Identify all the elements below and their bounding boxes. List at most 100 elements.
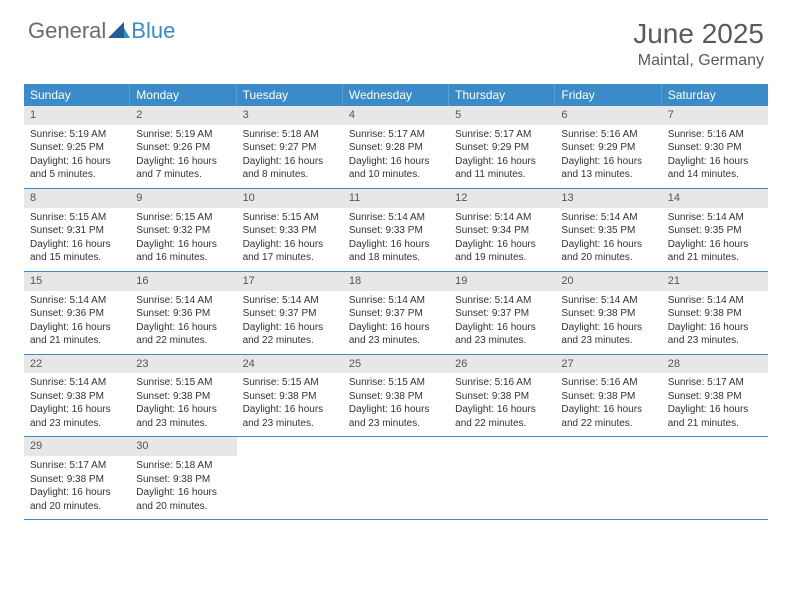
daylight-text: Daylight: 16 hours and 23 minutes. (455, 321, 549, 348)
day-cell: 1Sunrise: 5:19 AMSunset: 9:25 PMDaylight… (24, 106, 130, 188)
day-cell: 3Sunrise: 5:18 AMSunset: 9:27 PMDaylight… (237, 106, 343, 188)
day-cell: 5 Sunrise: 5:17 AMSunset: 9:29 PMDaylight… (449, 106, 555, 188)
day-number: 23 (130, 355, 236, 374)
daylight-text: Daylight: 16 hours and 22 minutes. (243, 321, 337, 348)
day-cell: 15Sunrise: 5:14 AMSunset: 9:36 PMDayligh… (24, 272, 130, 354)
day-number: 29 (24, 437, 130, 456)
daylight-text: Daylight: 16 hours and 7 minutes. (136, 155, 230, 182)
day-cell (237, 437, 343, 519)
daylight-text: Daylight: 16 hours and 17 minutes. (243, 238, 337, 265)
sunrise-text: Sunrise: 5:19 AM (136, 128, 230, 142)
sunset-text: Sunset: 9:38 PM (349, 390, 443, 404)
day-number: 18 (343, 272, 449, 291)
day-body: Sunrise: 5:17 AMSunset: 9:38 PMDaylight:… (24, 459, 130, 513)
day-number: 20 (555, 272, 661, 291)
sunrise-text: Sunrise: 5:14 AM (668, 294, 762, 308)
day-number: 9 (130, 189, 236, 208)
sunrise-text: Sunrise: 5:16 AM (561, 376, 655, 390)
day-cell: 19 Sunrise: 5:14 AMSunset: 9:37 PMDayligh… (449, 272, 555, 354)
logo-sail-icon (108, 18, 130, 36)
sunset-text: Sunset: 9:38 PM (136, 473, 230, 487)
header: General Blue June 2025 Maintal, Germany (0, 0, 792, 78)
daylight-text: Daylight: 16 hours and 19 minutes. (455, 238, 549, 265)
week-row: 15Sunrise: 5:14 AMSunset: 9:36 PMDayligh… (24, 272, 768, 355)
sunrise-text: Sunrise: 5:17 AM (30, 459, 124, 473)
dow-cell: Sunday (24, 84, 130, 106)
sunset-text: Sunset: 9:27 PM (243, 141, 337, 155)
day-number: 27 (555, 355, 661, 374)
day-number: 2 (130, 106, 236, 125)
day-body: Sunrise: 5:15 AMSunset: 9:38 PMDaylight:… (130, 376, 236, 430)
day-body: Sunrise: 5:15 AMSunset: 9:31 PMDaylight:… (24, 211, 130, 265)
sunset-text: Sunset: 9:37 PM (349, 307, 443, 321)
sunrise-text: Sunrise: 5:14 AM (349, 211, 443, 225)
day-number: 3 (237, 106, 343, 125)
day-of-week-header: SundayMondayTuesdayWednesdayThursdayFrid… (24, 84, 768, 106)
dow-cell: Saturday (662, 84, 768, 106)
day-body: Sunrise: 5:15 AMSunset: 9:38 PMDaylight:… (343, 376, 449, 430)
day-cell: 22Sunrise: 5:14 AMSunset: 9:38 PMDayligh… (24, 355, 130, 437)
day-body: Sunrise: 5:14 AMSunset: 9:35 PMDaylight:… (555, 211, 661, 265)
daylight-text: Daylight: 16 hours and 11 minutes. (455, 155, 549, 182)
day-cell: 25 Sunrise: 5:15 AMSunset: 9:38 PMDayligh… (343, 355, 449, 437)
day-cell: 29 Sunrise: 5:17 AMSunset: 9:38 PMDayligh… (24, 437, 130, 519)
dow-cell: Tuesday (237, 84, 343, 106)
day-body: Sunrise: 5:17 AMSunset: 9:29 PMDaylight:… (449, 128, 555, 182)
daylight-text: Daylight: 16 hours and 23 minutes. (561, 321, 655, 348)
week-row: 1Sunrise: 5:19 AMSunset: 9:25 PMDaylight… (24, 106, 768, 189)
day-number: 21 (662, 272, 768, 291)
day-cell: 14Sunrise: 5:14 AMSunset: 9:35 PMDayligh… (662, 189, 768, 271)
day-body: Sunrise: 5:16 AMSunset: 9:38 PMDaylight:… (449, 376, 555, 430)
day-cell: 21 Sunrise: 5:14 AMSunset: 9:38 PMDayligh… (662, 272, 768, 354)
sunrise-text: Sunrise: 5:18 AM (243, 128, 337, 142)
daylight-text: Daylight: 16 hours and 23 minutes. (349, 403, 443, 430)
day-body: Sunrise: 5:14 AMSunset: 9:38 PMDaylight:… (24, 376, 130, 430)
sunrise-text: Sunrise: 5:15 AM (243, 211, 337, 225)
day-body: Sunrise: 5:19 AMSunset: 9:25 PMDaylight:… (24, 128, 130, 182)
day-body: Sunrise: 5:14 AMSunset: 9:35 PMDaylight:… (662, 211, 768, 265)
daylight-text: Daylight: 16 hours and 23 minutes. (243, 403, 337, 430)
day-number: 12 (449, 189, 555, 208)
sunset-text: Sunset: 9:38 PM (668, 307, 762, 321)
day-cell: 9Sunrise: 5:15 AMSunset: 9:32 PMDaylight… (130, 189, 236, 271)
day-cell: 30Sunrise: 5:18 AMSunset: 9:38 PMDayligh… (130, 437, 236, 519)
sunset-text: Sunset: 9:38 PM (136, 390, 230, 404)
day-body: Sunrise: 5:14 AMSunset: 9:36 PMDaylight:… (24, 294, 130, 348)
sunrise-text: Sunrise: 5:15 AM (136, 211, 230, 225)
day-cell: 24Sunrise: 5:15 AMSunset: 9:38 PMDayligh… (237, 355, 343, 437)
day-number: 10 (237, 189, 343, 208)
day-body: Sunrise: 5:14 AMSunset: 9:36 PMDaylight:… (130, 294, 236, 348)
sunset-text: Sunset: 9:29 PM (561, 141, 655, 155)
day-cell: 28Sunrise: 5:17 AMSunset: 9:38 PMDayligh… (662, 355, 768, 437)
daylight-text: Daylight: 16 hours and 22 minutes. (561, 403, 655, 430)
day-number: 5 (449, 106, 555, 125)
daylight-text: Daylight: 16 hours and 23 minutes. (30, 403, 124, 430)
day-number: 19 (449, 272, 555, 291)
day-body: Sunrise: 5:15 AMSunset: 9:33 PMDaylight:… (237, 211, 343, 265)
day-number: 25 (343, 355, 449, 374)
daylight-text: Daylight: 16 hours and 15 minutes. (30, 238, 124, 265)
week-row: 8Sunrise: 5:15 AMSunset: 9:31 PMDaylight… (24, 189, 768, 272)
sunset-text: Sunset: 9:38 PM (30, 473, 124, 487)
sunrise-text: Sunrise: 5:14 AM (561, 211, 655, 225)
day-cell: 23 Sunrise: 5:15 AMSunset: 9:38 PMDayligh… (130, 355, 236, 437)
logo-text-1: General (28, 18, 106, 44)
sunrise-text: Sunrise: 5:18 AM (136, 459, 230, 473)
day-number: 24 (237, 355, 343, 374)
sunrise-text: Sunrise: 5:17 AM (668, 376, 762, 390)
day-body: Sunrise: 5:16 AMSunset: 9:30 PMDaylight:… (662, 128, 768, 182)
daylight-text: Daylight: 16 hours and 22 minutes. (455, 403, 549, 430)
sunset-text: Sunset: 9:25 PM (30, 141, 124, 155)
day-number: 4 (343, 106, 449, 125)
day-body: Sunrise: 5:14 AMSunset: 9:37 PMDaylight:… (449, 294, 555, 348)
sunrise-text: Sunrise: 5:16 AM (561, 128, 655, 142)
location: Maintal, Germany (633, 52, 764, 70)
daylight-text: Daylight: 16 hours and 23 minutes. (668, 321, 762, 348)
day-number: 16 (130, 272, 236, 291)
day-body: Sunrise: 5:17 AMSunset: 9:38 PMDaylight:… (662, 376, 768, 430)
sunset-text: Sunset: 9:36 PM (136, 307, 230, 321)
day-body: Sunrise: 5:19 AMSunset: 9:26 PMDaylight:… (130, 128, 236, 182)
daylight-text: Daylight: 16 hours and 21 minutes. (668, 403, 762, 430)
day-body: Sunrise: 5:14 AMSunset: 9:38 PMDaylight:… (555, 294, 661, 348)
day-number: 17 (237, 272, 343, 291)
